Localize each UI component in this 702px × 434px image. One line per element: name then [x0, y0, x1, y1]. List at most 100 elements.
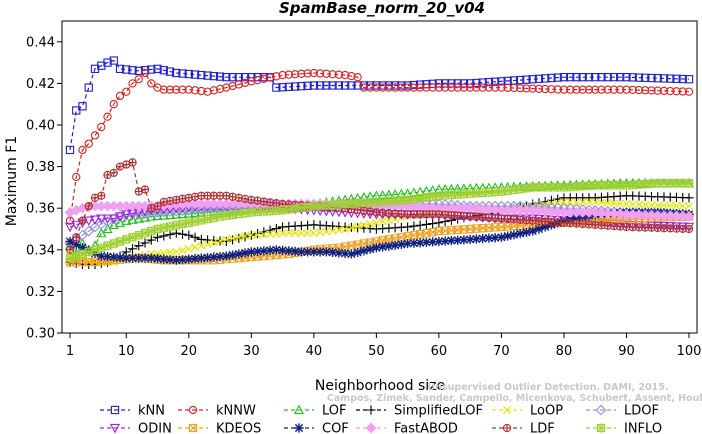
data-point-knnw [253, 75, 262, 85]
data-point-simplifiedlof [421, 219, 431, 230]
legend-item-inflo: INFLO [586, 422, 662, 434]
data-point-knnw [466, 83, 475, 92]
legend-label-ldof: LDOF [624, 404, 659, 419]
data-point-cof [65, 236, 75, 247]
data-point-cof [521, 227, 532, 237]
data-point-cof [409, 238, 419, 248]
data-point-lof [108, 219, 119, 229]
data-point-inflo [152, 224, 163, 234]
data-point-knnw [115, 91, 125, 101]
data-point-knnw [347, 71, 356, 81]
data-point-loop [209, 238, 218, 247]
data-point-knn [653, 74, 662, 83]
data-point-knnw [190, 86, 200, 95]
data-point-knnw [659, 86, 669, 96]
data-point-knnw [159, 85, 168, 94]
data-point-knn [309, 81, 318, 90]
data-point-inflo [503, 186, 513, 196]
data-point-inflo [127, 232, 138, 242]
legend-item-cof: COF [284, 422, 349, 434]
data-point-cof [440, 236, 450, 246]
data-point-knn [78, 102, 87, 111]
data-point-knnw [140, 68, 150, 78]
y-tick-label: 0.44 [26, 35, 55, 50]
data-point-knn [203, 71, 212, 80]
data-point-cof [478, 233, 488, 244]
data-point-knn [222, 73, 231, 82]
data-point-odin [665, 222, 676, 232]
data-point-inflo [415, 193, 425, 203]
data-point-inflo [409, 194, 419, 204]
x-tick-label: 10 [118, 344, 135, 359]
data-point-knnw [684, 87, 694, 96]
legend-marker-fastabod [365, 422, 377, 434]
data-point-simplifiedlof [684, 193, 694, 203]
data-point-knnw [384, 83, 394, 92]
data-point-knn [516, 75, 525, 85]
data-point-knnw [197, 86, 206, 96]
data-point-knnw [541, 84, 550, 94]
data-point-knn [278, 83, 287, 92]
data-point-knnw [672, 87, 681, 96]
data-point-loop [616, 199, 625, 208]
data-point-inflo [77, 249, 88, 259]
data-point-lof [152, 210, 163, 221]
data-point-loop [203, 240, 212, 249]
data-point-cof [296, 247, 306, 257]
data-point-knn [659, 74, 669, 83]
data-point-cof [277, 245, 288, 255]
data-point-ldof [77, 229, 88, 241]
data-point-loop [653, 201, 662, 210]
data-point-odin [646, 221, 657, 232]
legend-marker-knn [110, 405, 120, 415]
data-point-knnw [616, 85, 625, 94]
data-point-knnw [378, 83, 387, 92]
data-point-cof [302, 247, 313, 257]
legend-label-loop: LoOP [530, 404, 563, 419]
data-point-knn [622, 73, 631, 82]
data-point-inflo [509, 185, 519, 195]
data-point-loop [166, 248, 175, 257]
data-point-loop [284, 229, 293, 238]
data-point-knn [472, 78, 481, 88]
data-point-knn [128, 66, 137, 75]
data-point-lof [139, 212, 151, 222]
data-point-knnw [603, 85, 612, 94]
data-point-cof [396, 239, 406, 249]
legend-marker-simplifiedlof [366, 405, 376, 415]
data-point-knn [147, 65, 156, 74]
data-point-odin [608, 219, 620, 230]
data-point-cof [71, 240, 81, 250]
data-point-knnw [528, 84, 537, 93]
data-point-odin [683, 222, 695, 233]
data-point-knnw [103, 112, 112, 121]
data-point-loop [559, 197, 568, 206]
data-point-loop [228, 234, 237, 243]
watermark-line-1: Campos, Zimek, Sander, Campello, Micenko… [327, 393, 702, 404]
plot-frame [61, 20, 698, 334]
data-point-knn [84, 83, 93, 92]
data-point-inflo [121, 234, 131, 244]
data-point-cof [515, 228, 525, 239]
data-point-knnw [309, 68, 318, 78]
data-point-knnw [472, 83, 481, 92]
data-point-knn [559, 73, 569, 82]
data-point-cof [109, 252, 119, 262]
data-point-knn [603, 73, 612, 82]
data-point-knnw [215, 84, 225, 94]
legend-label-simplifiedlof: SimplifiedLOF [394, 404, 483, 419]
data-point-inflo [140, 228, 150, 238]
data-point-simplifiedlof [134, 241, 144, 251]
data-point-knnw [447, 83, 456, 92]
data-point-simplifiedlof [127, 244, 138, 254]
x-tick-label: 60 [431, 344, 448, 359]
data-point-knn [215, 72, 225, 81]
data-point-knn [584, 73, 594, 82]
y-tick-label: 0.40 [26, 119, 55, 134]
data-point-knnw [678, 87, 687, 96]
data-point-simplifiedlof [152, 232, 163, 242]
x-axis-label: Neighborhood size [315, 378, 445, 394]
x-tick-label: 50 [368, 344, 385, 359]
data-point-knn [340, 81, 350, 90]
